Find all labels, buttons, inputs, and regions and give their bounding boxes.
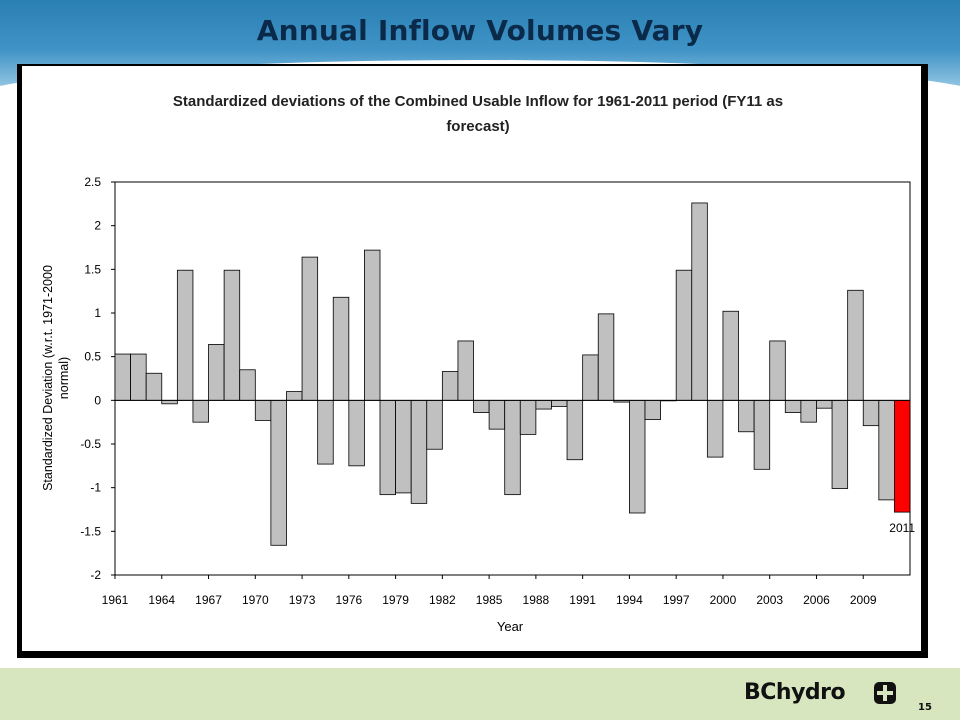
y-tick-label: 2.5 [84, 175, 101, 189]
bar-2007 [831, 399, 849, 489]
bar-1971 [270, 399, 287, 546]
y-tick-label: -0.5 [80, 437, 101, 451]
footer-divider [0, 664, 960, 668]
bar-2008 [847, 289, 864, 401]
x-tick-label: 1964 [148, 593, 175, 607]
bar-1981 [426, 399, 443, 450]
bchydro-emblem-icon [874, 682, 896, 704]
bar-1964 [161, 399, 178, 405]
bar-1985 [488, 399, 506, 430]
y-tick-label: 2 [94, 219, 101, 233]
x-tick-label: 1967 [195, 593, 222, 607]
bar-1968 [223, 269, 241, 401]
bchydro-logo: BChydro [744, 680, 846, 705]
chart-title-line1: Standardized deviations of the Combined … [173, 93, 783, 110]
bar-1999 [706, 399, 724, 458]
bar-2001 [738, 399, 755, 433]
bar-1986 [504, 399, 521, 496]
y-tick-label: 1 [94, 306, 101, 320]
y-tick-label: 1.5 [84, 262, 101, 276]
y-axis-label-line1: Standardized Deviation (w.r.t. 1971-2000 [41, 265, 55, 491]
x-tick-label: 1997 [663, 593, 690, 607]
page-number: 15 [918, 702, 932, 713]
bar-2009 [862, 399, 880, 427]
bar-2011 [894, 399, 911, 513]
bar-2000 [722, 310, 739, 401]
bar-1977 [364, 249, 381, 401]
y-tick-label: 0.5 [84, 350, 101, 364]
slide-title: Annual Inflow Volumes Vary [256, 14, 704, 47]
y-tick-label: -1.5 [80, 524, 101, 538]
bar-1976 [348, 399, 365, 467]
x-tick-label: 1970 [242, 593, 269, 607]
bar-2005 [800, 399, 817, 423]
x-tick-label: 1994 [616, 593, 643, 607]
bar-1988 [535, 399, 552, 410]
x-tick-label: 1973 [289, 593, 316, 607]
bar-1973 [301, 256, 319, 401]
bar-1975 [332, 296, 350, 401]
bar-2006 [816, 399, 833, 409]
x-tick-label: 1982 [429, 593, 456, 607]
bar-1995 [644, 399, 661, 420]
x-tick-label: 1979 [382, 593, 409, 607]
bar-1983 [457, 340, 474, 401]
bar-1984 [473, 399, 490, 413]
bar-1974 [317, 399, 334, 465]
bar-2003 [769, 340, 786, 401]
x-tick-label: 2006 [803, 593, 830, 607]
y-axis-label-line2: normal) [57, 357, 71, 399]
bar-1992 [597, 313, 615, 401]
x-tick-label: 2003 [756, 593, 783, 607]
bar-2002 [753, 399, 771, 470]
bar-1965 [176, 269, 194, 401]
bar-1961 [114, 353, 131, 401]
bar-2004 [784, 399, 802, 413]
bar-1982 [441, 371, 459, 401]
y-tick-label: -2 [90, 568, 101, 582]
x-axis-label: Year [497, 619, 524, 634]
highlight-label-2011: 2011 [889, 521, 915, 535]
bar-1980 [410, 399, 428, 504]
x-tick-label: 1991 [569, 593, 596, 607]
bar-1994 [629, 399, 646, 514]
y-tick-label: -1 [90, 481, 101, 495]
bar-1962 [130, 353, 147, 401]
chart-title-line2: forecast) [446, 118, 509, 135]
bar-1989 [551, 399, 568, 407]
bar-1978 [379, 399, 396, 496]
x-tick-label: 1976 [335, 593, 362, 607]
bar-1991 [582, 354, 599, 401]
bar-1987 [519, 399, 537, 435]
bar-1997 [675, 269, 693, 401]
bar-1998 [691, 202, 708, 401]
bar-2010 [878, 399, 895, 501]
x-tick-label: 1985 [476, 593, 503, 607]
bar-1972 [286, 391, 303, 401]
bar-1979 [395, 399, 412, 494]
x-tick-label: 1988 [523, 593, 550, 607]
bar-1970 [254, 399, 272, 421]
x-tick-label: 2000 [710, 593, 737, 607]
x-tick-label: 2009 [850, 593, 877, 607]
x-tick-label: 1961 [102, 593, 129, 607]
footer-band [0, 668, 960, 720]
bar-1969 [239, 369, 256, 401]
y-tick-label: 0 [94, 393, 101, 407]
bar-1966 [192, 399, 209, 423]
bar-1967 [208, 344, 225, 401]
bar-1990 [566, 399, 584, 461]
bar-1963 [145, 372, 163, 401]
